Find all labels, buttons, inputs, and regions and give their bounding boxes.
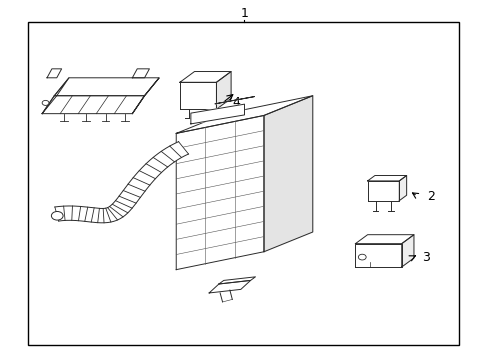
Polygon shape — [55, 142, 188, 223]
Circle shape — [358, 254, 366, 260]
Polygon shape — [176, 96, 312, 134]
Polygon shape — [355, 235, 413, 244]
Polygon shape — [401, 235, 413, 267]
Polygon shape — [209, 280, 250, 293]
Polygon shape — [190, 104, 244, 124]
Text: 1: 1 — [240, 7, 248, 20]
Text: 2: 2 — [427, 190, 434, 203]
Polygon shape — [132, 69, 149, 78]
Polygon shape — [47, 69, 61, 78]
Polygon shape — [216, 72, 231, 109]
Polygon shape — [180, 82, 216, 109]
Text: 3: 3 — [422, 251, 429, 264]
Polygon shape — [215, 96, 254, 104]
Polygon shape — [399, 176, 406, 201]
Polygon shape — [42, 96, 144, 114]
Polygon shape — [355, 244, 401, 267]
Polygon shape — [42, 78, 69, 114]
Text: 4: 4 — [232, 96, 240, 109]
Polygon shape — [176, 116, 264, 270]
Polygon shape — [219, 277, 255, 284]
Polygon shape — [367, 181, 399, 201]
Polygon shape — [132, 78, 159, 114]
Circle shape — [42, 100, 49, 105]
Polygon shape — [54, 78, 159, 96]
Polygon shape — [264, 96, 312, 252]
Bar — [27, 22, 458, 345]
Circle shape — [51, 211, 63, 220]
Polygon shape — [367, 176, 406, 181]
Polygon shape — [180, 72, 231, 82]
